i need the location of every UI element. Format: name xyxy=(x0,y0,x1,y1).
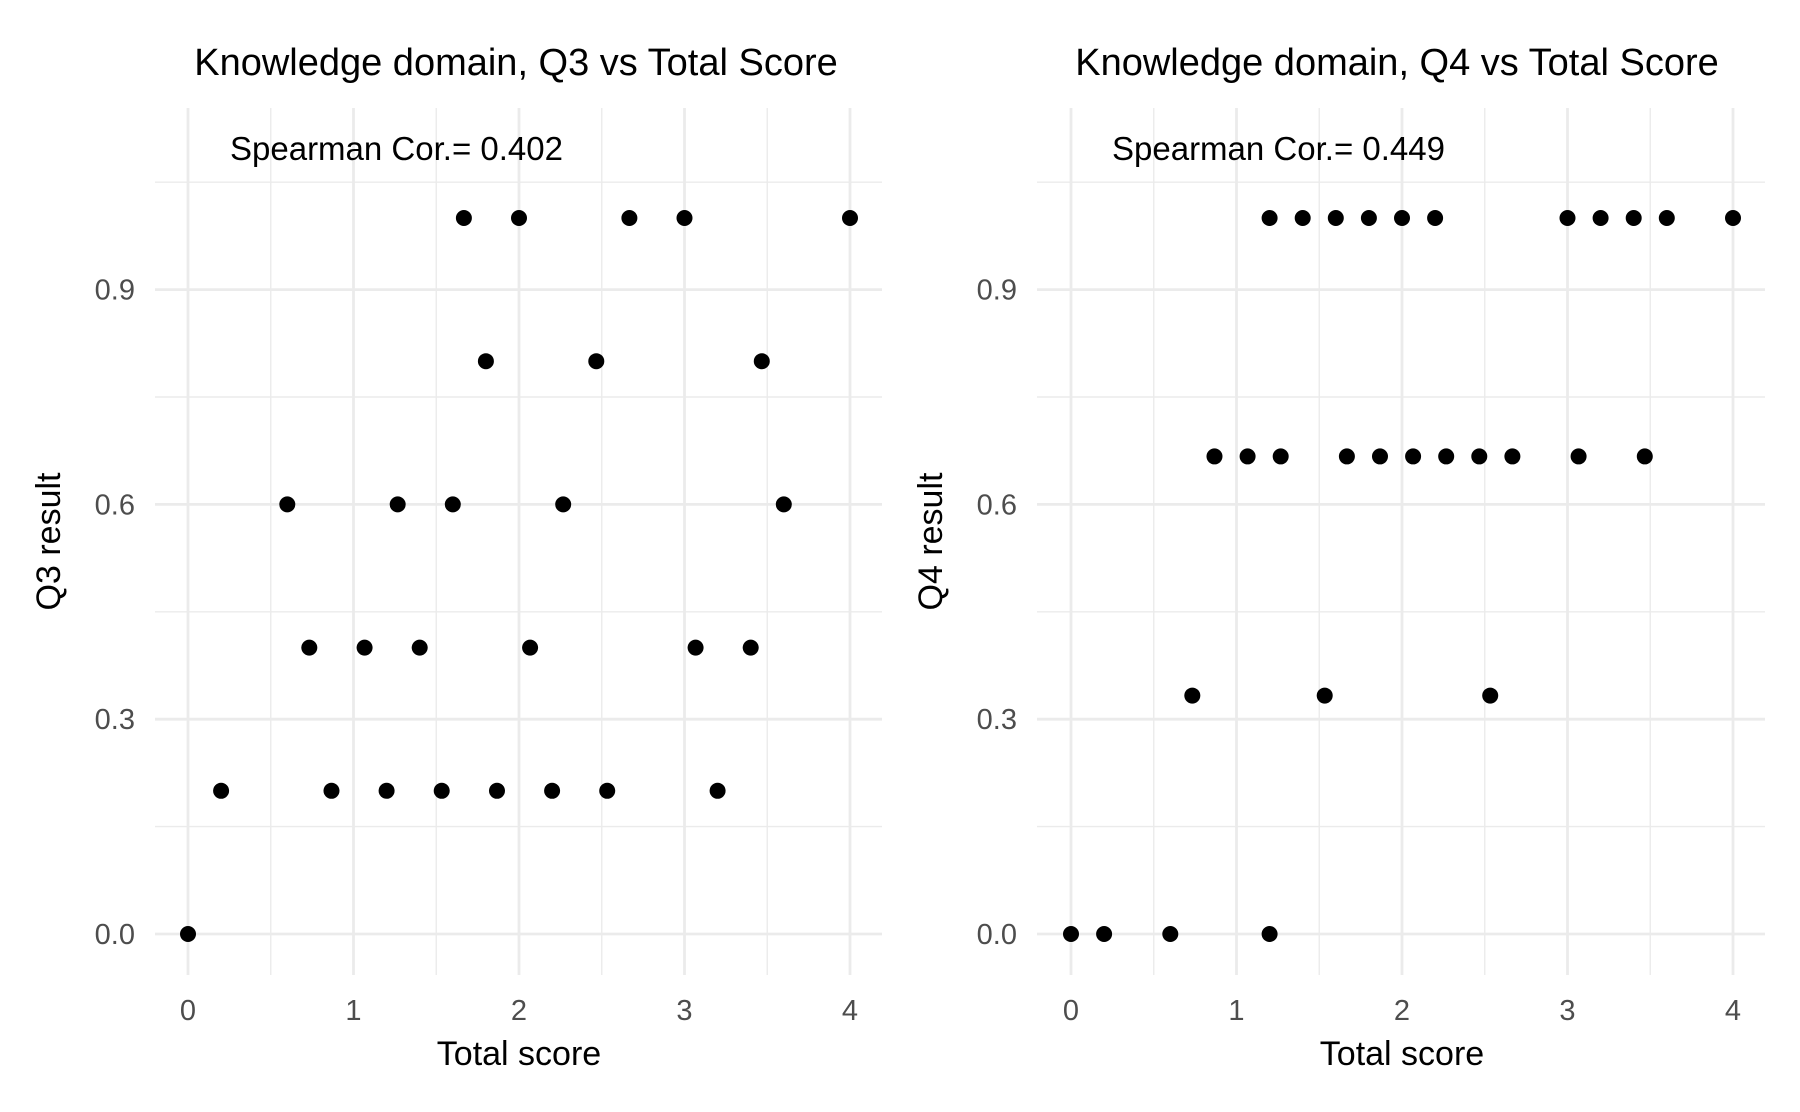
data-point xyxy=(1338,448,1355,465)
x-tick-label: 0 xyxy=(1063,995,1079,1027)
x-axis-title: Total score xyxy=(1320,1035,1484,1073)
x-tick-label: 3 xyxy=(676,995,692,1027)
data-point xyxy=(544,782,561,799)
x-tick-label: 2 xyxy=(511,995,527,1027)
y-tick-label: 0.6 xyxy=(95,489,135,521)
x-tick-label: 2 xyxy=(1394,995,1410,1027)
data-point xyxy=(444,496,461,513)
correlation-annotation: Spearman Cor.= 0.449 xyxy=(1112,130,1445,167)
data-point xyxy=(455,210,472,226)
y-tick-label: 0.0 xyxy=(95,919,135,951)
gridlines xyxy=(155,108,882,975)
chart-title: Knowledge domain, Q3 vs Total Score xyxy=(194,42,838,84)
data-point xyxy=(1636,448,1653,465)
data-point xyxy=(389,496,406,513)
data-point xyxy=(1206,448,1223,465)
data-point xyxy=(775,496,792,513)
data-point xyxy=(1504,448,1521,465)
data-point xyxy=(621,210,638,226)
data-point xyxy=(1559,210,1576,226)
correlation-annotation: Spearman Cor.= 0.402 xyxy=(230,130,563,167)
x-tick-label: 1 xyxy=(345,995,361,1027)
gridlines xyxy=(1037,108,1765,975)
data-point xyxy=(1394,210,1410,226)
data-point xyxy=(676,210,693,226)
data-point xyxy=(1438,448,1455,465)
chart-title: Knowledge domain, Q4 vs Total Score xyxy=(1075,42,1719,84)
data-points xyxy=(1063,210,1741,942)
data-point xyxy=(1482,687,1499,704)
data-point xyxy=(742,639,759,656)
data-point xyxy=(1471,448,1488,465)
data-point xyxy=(1261,210,1278,226)
data-point xyxy=(1239,448,1256,465)
x-tick-label: 1 xyxy=(1228,995,1244,1027)
y-tick-label: 0.9 xyxy=(977,275,1017,307)
data-point xyxy=(753,353,770,370)
data-point xyxy=(1096,926,1113,942)
data-point xyxy=(1360,210,1377,226)
data-point xyxy=(411,639,428,656)
data-point xyxy=(1294,210,1311,226)
data-point xyxy=(301,639,318,656)
data-point xyxy=(1427,210,1444,226)
data-point xyxy=(1316,687,1333,704)
data-point xyxy=(1261,926,1278,942)
data-point xyxy=(1327,210,1344,226)
data-point xyxy=(1184,687,1201,704)
data-point xyxy=(599,782,616,799)
x-axis-title: Total score xyxy=(437,1035,601,1073)
data-point xyxy=(1162,926,1179,942)
data-point xyxy=(555,496,572,513)
data-point xyxy=(1272,448,1289,465)
panel-q3: 0 1 2 3 4 0.0 0.3 0.6 0.9 Knowledge domain, Q3 vs… xyxy=(30,42,882,1073)
data-point xyxy=(1371,448,1388,465)
data-point xyxy=(488,782,505,799)
x-tick-label: 0 xyxy=(180,995,196,1027)
data-point xyxy=(477,353,494,370)
y-tick-label: 0.9 xyxy=(95,275,135,307)
data-point xyxy=(1405,448,1422,465)
y-tick-label: 0.3 xyxy=(95,704,135,736)
data-point xyxy=(356,639,373,656)
data-point xyxy=(709,782,726,799)
data-point xyxy=(1625,210,1642,226)
data-point xyxy=(1063,926,1079,942)
y-axis-title: Q3 result xyxy=(30,472,68,610)
y-axis-title: Q4 result xyxy=(912,472,950,610)
x-tick-label: 4 xyxy=(842,995,858,1027)
panel-q4: 0 1 2 3 4 0.0 0.3 0.6 0.9 Knowledge domain, Q4 vs… xyxy=(912,42,1765,1073)
data-point xyxy=(180,926,196,942)
data-point xyxy=(279,496,296,513)
data-point xyxy=(588,353,605,370)
y-tick-label: 0.3 xyxy=(977,704,1017,736)
data-point xyxy=(522,639,539,656)
x-tick-label: 4 xyxy=(1725,995,1741,1027)
data-point xyxy=(213,782,230,799)
data-point xyxy=(433,782,450,799)
x-tick-label: 3 xyxy=(1559,995,1575,1027)
data-point xyxy=(511,210,527,226)
data-point xyxy=(687,639,704,656)
data-point xyxy=(1725,210,1741,226)
data-point xyxy=(323,782,340,799)
data-point xyxy=(1658,210,1675,226)
y-tick-label: 0.0 xyxy=(977,919,1017,951)
data-point xyxy=(378,782,395,799)
data-point xyxy=(842,210,858,226)
data-points xyxy=(180,210,858,942)
data-point xyxy=(1570,448,1587,465)
data-point xyxy=(1592,210,1609,226)
y-tick-label: 0.6 xyxy=(977,489,1017,521)
